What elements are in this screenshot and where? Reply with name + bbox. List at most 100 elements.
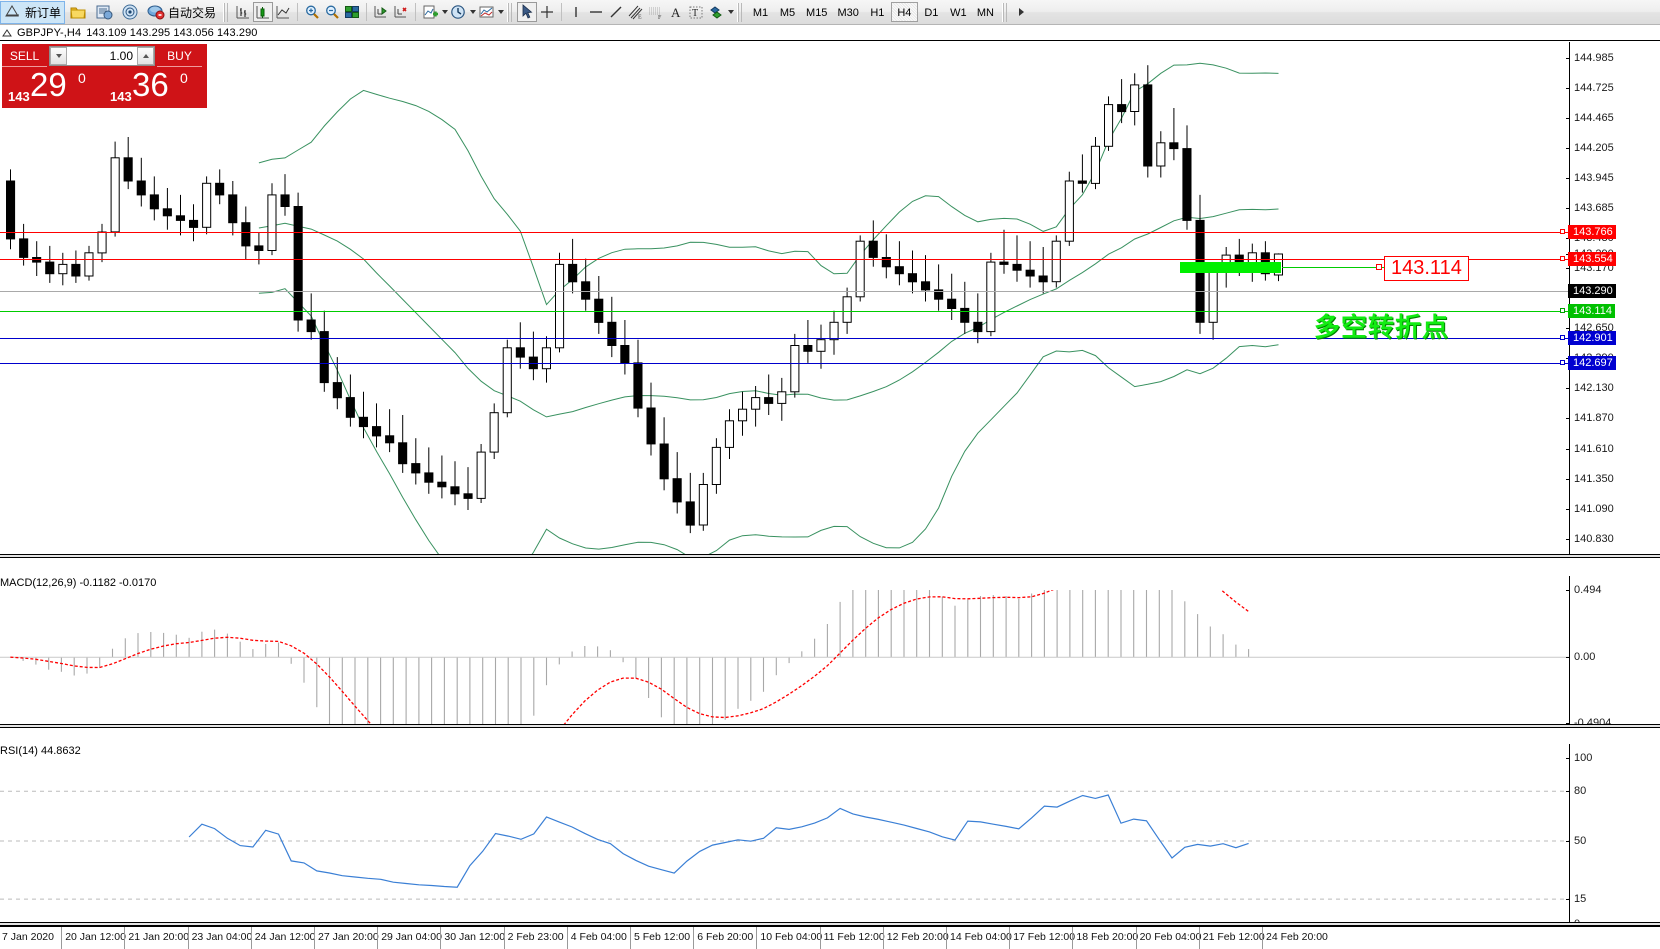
zoom-in-icon[interactable]	[302, 2, 322, 22]
templates-chevron-down-icon[interactable]	[498, 10, 505, 14]
price-axis-tick	[1566, 178, 1570, 180]
rsi-axis-tick	[1566, 841, 1570, 842]
tile-windows-icon[interactable]	[342, 2, 362, 22]
hline-handle-143-554[interactable]	[1560, 256, 1565, 261]
macd-axis-tick	[1566, 590, 1570, 591]
text-icon[interactable]: A	[666, 2, 686, 22]
bar-chart-icon[interactable]	[233, 2, 253, 22]
price-axis-tick-label: 143.685	[1574, 202, 1614, 215]
price-plot-area[interactable]	[0, 42, 1569, 554]
svg-text:A: A	[671, 5, 681, 20]
macd-pane[interactable]: MACD(12,26,9) -0.1182 -0.0170 0.494 0.00-…	[0, 576, 1660, 729]
price-axis-level-label-143-290[interactable]: 143.290	[1568, 284, 1616, 298]
equidistant-channel-icon[interactable]: E	[626, 2, 646, 22]
support-zone-highlight	[1180, 262, 1281, 273]
time-axis-tick	[250, 926, 252, 949]
price-tag-handle[interactable]	[1376, 264, 1382, 270]
sell-button[interactable]: SELL	[2, 45, 47, 67]
new-order-button[interactable]: 新订单	[0, 0, 66, 24]
hline-142-697[interactable]	[0, 363, 1569, 364]
rsi-indicator-label[interactable]: RSI(14) 44.8632	[0, 745, 81, 757]
add-indicator-icon[interactable]	[420, 2, 440, 22]
time-axis-label: 5 Feb 12:00	[634, 931, 691, 943]
volume-decrement-button[interactable]	[50, 47, 67, 65]
hline-handle-142-697[interactable]	[1560, 360, 1565, 365]
timeframe-w1[interactable]: W1	[950, 7, 967, 19]
timeframe-m1[interactable]: M1	[752, 7, 769, 19]
periodicity-chevron-down-icon[interactable]	[470, 10, 477, 14]
timeframe-h1[interactable]: H1	[870, 7, 885, 19]
time-axis-tick	[503, 926, 505, 949]
signal-button[interactable]	[117, 1, 143, 24]
templates-icon[interactable]	[476, 2, 496, 22]
toolbar-grip-1[interactable]	[223, 2, 231, 22]
time-axis-tick	[440, 926, 442, 949]
price-axis-tick-label: 144.725	[1574, 81, 1614, 94]
auto-scroll-icon[interactable]	[371, 2, 391, 22]
chart-shift-icon[interactable]	[391, 2, 411, 22]
cursor-icon[interactable]	[517, 2, 538, 22]
toolbar-grip-4[interactable]	[1001, 2, 1009, 22]
hline-handle-142-901[interactable]	[1560, 335, 1565, 340]
hline-handle-143-766[interactable]	[1560, 229, 1565, 234]
macd-indicator-label[interactable]: MACD(12,26,9) -0.1182 -0.0170	[0, 577, 157, 589]
crosshair-icon[interactable]	[537, 2, 557, 22]
buy-price-display[interactable]: 143 36 0	[104, 68, 204, 108]
volume-increment-button[interactable]	[137, 47, 154, 65]
price-axis-level-label-142-901[interactable]: 142.901	[1568, 331, 1616, 345]
one-click-trading-panel[interactable]: SELL 1.00 BUY 143 29 0 143 36 0	[2, 44, 207, 108]
add-indicator-chevron-down-icon[interactable]	[442, 10, 449, 14]
hline-143-554[interactable]	[0, 259, 1569, 260]
volume-input[interactable]: 1.00	[67, 47, 137, 65]
rsi-pane[interactable]: RSI(14) 44.8632 1008050150	[0, 744, 1660, 930]
buy-button[interactable]: BUY	[157, 45, 202, 67]
sell-price-big-figure: 143	[8, 89, 30, 104]
time-axis[interactable]: 7 Jan 2020 20 Jan 12:00 21 Jan 20:00 23 Jan…	[0, 926, 1660, 949]
timeframe-d1[interactable]: D1	[924, 7, 939, 19]
trendline-icon[interactable]	[606, 2, 626, 22]
timeframe-m5[interactable]: M5	[779, 7, 796, 19]
macd-axis-line	[1569, 576, 1570, 724]
sell-price-pips: 29	[30, 68, 67, 103]
timeframe-h4[interactable]: H4	[890, 2, 918, 22]
zoom-out-icon[interactable]	[322, 2, 342, 22]
timeframe-m30[interactable]: M30	[837, 7, 859, 19]
auto-trading-button[interactable]: 自动交易	[143, 1, 220, 24]
hline-handle-143-114[interactable]	[1560, 308, 1565, 313]
macd-plot-area[interactable]	[0, 590, 1569, 724]
chart-annotation-text[interactable]: 多空转折点	[1314, 312, 1450, 342]
timeframe-m15[interactable]: M15	[806, 7, 828, 19]
folder-button[interactable]	[65, 1, 91, 24]
fibonacci-retracement-icon[interactable]: F	[646, 2, 666, 22]
news-button[interactable]	[91, 1, 117, 24]
pane-divider-1[interactable]	[0, 554, 1660, 558]
text-label-icon[interactable]: T	[686, 2, 706, 22]
hline-143-766[interactable]	[0, 232, 1569, 233]
toolbar-grip-2[interactable]	[507, 2, 515, 22]
price-axis-tick	[1566, 448, 1570, 450]
price-axis-level-label-143-114[interactable]: 143.114	[1568, 304, 1615, 318]
sell-price-display[interactable]: 143 29 0	[2, 68, 102, 108]
rsi-plot-area[interactable]	[0, 758, 1569, 924]
price-axis-level-label-143-766[interactable]: 143.766	[1568, 225, 1616, 239]
shapes-chevron-down-icon[interactable]	[728, 10, 735, 14]
price-tag-label[interactable]: 143.114	[1384, 256, 1469, 281]
toolbar-overflow-icon[interactable]	[1012, 2, 1032, 22]
price-chart-pane[interactable]: 143.114 多空转折点 144.985 144.725 144.465 144.2…	[0, 42, 1660, 554]
toolbar-grip-3[interactable]	[737, 2, 745, 22]
shapes-icon[interactable]	[706, 2, 726, 22]
price-axis-tick	[1566, 117, 1570, 119]
price-axis-level-label-142-697[interactable]: 142.697	[1568, 356, 1616, 370]
line-chart-icon[interactable]	[273, 2, 293, 22]
pane-divider-2[interactable]	[0, 724, 1660, 728]
horizontal-line-icon[interactable]	[586, 2, 606, 22]
vertical-line-icon[interactable]	[566, 2, 586, 22]
periodicity-icon[interactable]	[448, 2, 468, 22]
hline-142-901[interactable]	[0, 338, 1569, 339]
price-axis-level-label-143-554[interactable]: 143.554	[1568, 252, 1616, 266]
macd-axis-tick-label: 0.494	[1574, 584, 1602, 596]
hline-143-114[interactable]	[0, 311, 1569, 312]
volume-stepper[interactable]: 1.00	[49, 46, 155, 66]
candlestick-chart-icon[interactable]	[253, 2, 274, 22]
timeframe-mn[interactable]: MN	[976, 7, 994, 19]
